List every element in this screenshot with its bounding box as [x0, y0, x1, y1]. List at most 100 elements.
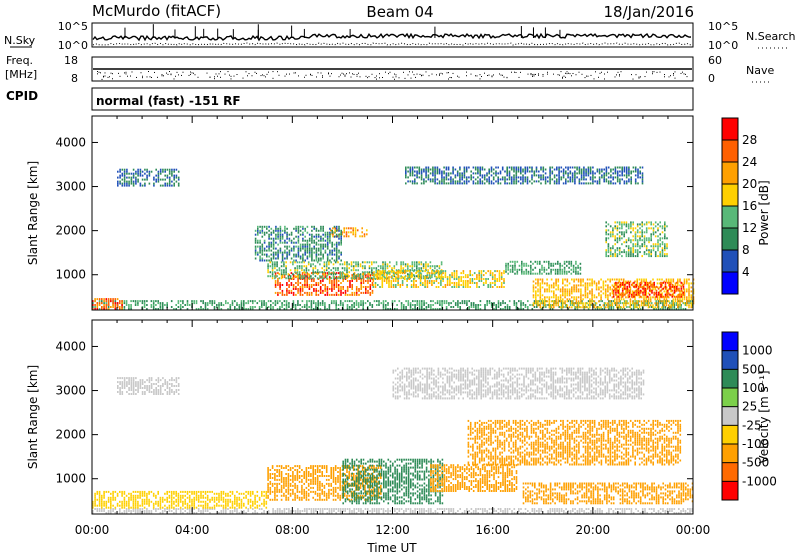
nave-dot [169, 71, 170, 73]
power-cell [680, 289, 683, 292]
power-cell [682, 291, 685, 294]
power-cell [527, 264, 530, 267]
power-cell [641, 182, 644, 185]
power-cell [572, 304, 574, 306]
velocity-cell [112, 508, 114, 510]
power-cell [211, 300, 213, 303]
power-cell [623, 300, 626, 303]
power-cell [656, 298, 659, 301]
power-cell [686, 278, 688, 281]
velocity-cell [105, 512, 108, 514]
power-cell [647, 282, 650, 285]
power-cell [605, 253, 607, 256]
nave-dot [376, 78, 377, 80]
power-cell [130, 308, 132, 310]
power-cell [585, 182, 587, 185]
power-cell [510, 180, 513, 183]
power-cell [254, 245, 257, 248]
power-cell [672, 300, 675, 303]
power-cell [602, 282, 605, 285]
power-cell [521, 260, 523, 263]
nave-dot [530, 73, 532, 75]
power-cell [302, 245, 304, 248]
power-cell [366, 261, 369, 264]
power-cell [619, 170, 621, 173]
power-cell [128, 304, 130, 306]
power-cell [446, 278, 449, 280]
velocity-cell [143, 512, 146, 514]
power-cell [626, 302, 628, 305]
power-cell [452, 180, 454, 183]
power-cell [580, 288, 582, 291]
power-cell [334, 273, 337, 276]
power-cell [277, 231, 279, 234]
power-cell [439, 304, 441, 306]
nave-dot [194, 74, 196, 76]
power-cell [288, 302, 290, 305]
power-cell [571, 300, 573, 303]
power-cell [682, 302, 685, 305]
power-cell [609, 300, 611, 303]
power-cell [146, 174, 148, 177]
power-cell [299, 245, 302, 248]
power-cell [532, 284, 535, 287]
velocity-cell [134, 508, 137, 510]
power-cell [607, 182, 610, 185]
power-cell [289, 261, 292, 264]
power-cell [313, 259, 315, 262]
power-cell [524, 168, 527, 171]
power-cell [518, 300, 520, 303]
power-cell [593, 282, 596, 285]
power-cell [338, 235, 340, 238]
power-cell [566, 292, 569, 295]
power-cell [270, 227, 273, 230]
power-cell [672, 278, 675, 281]
power-cell [284, 257, 286, 260]
power-cell [346, 280, 349, 282]
power-cell [126, 170, 128, 173]
power-cell [276, 265, 278, 268]
power-cell [681, 284, 684, 287]
nave-dot [448, 78, 449, 80]
power-cell [259, 249, 261, 252]
power-cell [555, 298, 557, 301]
nave-dot [425, 71, 427, 73]
power-cell [612, 235, 614, 238]
power-cell [532, 304, 535, 307]
power-cell [502, 300, 504, 303]
power-cell [321, 277, 323, 280]
power-cell [422, 263, 425, 266]
power-cell [544, 168, 547, 171]
power-cell [472, 180, 475, 183]
power-cell [513, 180, 515, 183]
power-cell [238, 306, 241, 308]
power-cell [478, 274, 480, 277]
power-cell [279, 229, 282, 232]
power-cell [602, 288, 605, 291]
power-cell [688, 294, 690, 297]
nave-dot [487, 75, 488, 77]
power-cell [587, 166, 590, 169]
power-cell [286, 245, 288, 248]
power-cell [619, 281, 622, 284]
power-cell [295, 241, 297, 244]
power-cell [516, 272, 519, 275]
power-cell [600, 286, 602, 289]
power-cell [342, 304, 344, 306]
power-cell [359, 275, 362, 278]
nave-dot [215, 73, 217, 75]
power-cell [213, 308, 216, 310]
power-cell [521, 262, 523, 265]
power-cell [537, 278, 539, 281]
power-cell [315, 247, 318, 250]
power-cell [425, 174, 427, 177]
power-cell [607, 233, 610, 236]
power-cell [680, 293, 683, 296]
power-cell [409, 308, 412, 310]
power-cell [613, 278, 616, 281]
power-cell [373, 300, 376, 303]
power-cell [601, 170, 603, 173]
velocity-cell [225, 512, 227, 514]
power-cell [455, 270, 458, 273]
power-cell [639, 291, 642, 294]
